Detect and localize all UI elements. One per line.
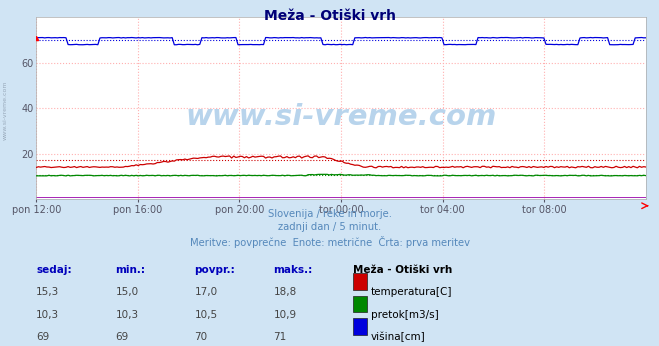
Text: 70: 70: [194, 332, 208, 342]
Text: Meža - Otiški vrh: Meža - Otiški vrh: [264, 9, 395, 22]
Text: 10,3: 10,3: [115, 310, 138, 320]
Text: 18,8: 18,8: [273, 287, 297, 297]
Text: povpr.:: povpr.:: [194, 265, 235, 275]
Text: 69: 69: [115, 332, 129, 342]
Text: pretok[m3/s]: pretok[m3/s]: [371, 310, 439, 320]
Text: 10,3: 10,3: [36, 310, 59, 320]
Text: 15,0: 15,0: [115, 287, 138, 297]
Text: min.:: min.:: [115, 265, 146, 275]
Text: 71: 71: [273, 332, 287, 342]
Text: maks.:: maks.:: [273, 265, 313, 275]
Text: 10,9: 10,9: [273, 310, 297, 320]
Text: zadnji dan / 5 minut.: zadnji dan / 5 minut.: [278, 222, 381, 233]
Text: 17,0: 17,0: [194, 287, 217, 297]
Text: 69: 69: [36, 332, 49, 342]
Text: višina[cm]: višina[cm]: [371, 332, 426, 343]
Text: www.si-vreme.com: www.si-vreme.com: [3, 81, 8, 140]
Text: 10,5: 10,5: [194, 310, 217, 320]
Text: sedaj:: sedaj:: [36, 265, 72, 275]
Text: Slovenija / reke in morje.: Slovenija / reke in morje.: [268, 209, 391, 219]
Text: www.si-vreme.com: www.si-vreme.com: [185, 103, 497, 131]
Text: temperatura[C]: temperatura[C]: [371, 287, 453, 297]
Text: 15,3: 15,3: [36, 287, 59, 297]
Text: Meža - Otiški vrh: Meža - Otiški vrh: [353, 265, 452, 275]
Text: Meritve: povprečne  Enote: metrične  Črta: prva meritev: Meritve: povprečne Enote: metrične Črta:…: [190, 236, 469, 248]
